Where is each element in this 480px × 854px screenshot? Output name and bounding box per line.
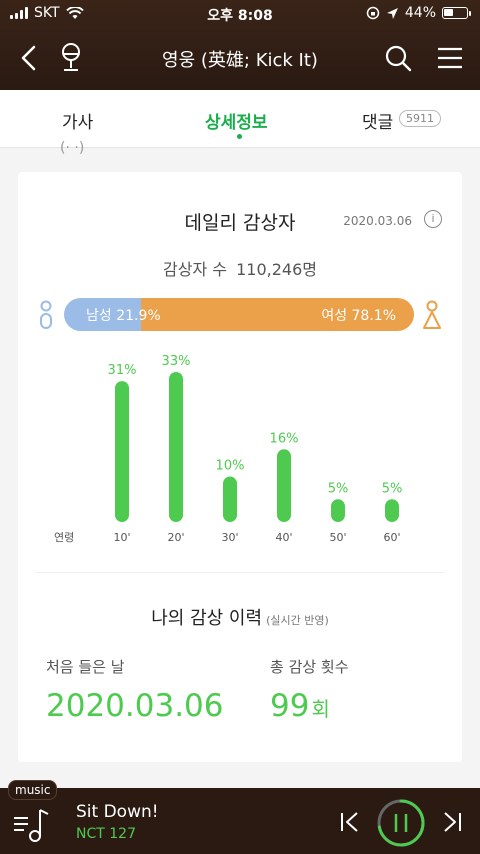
wifi-icon: [65, 6, 84, 19]
first-listen-date: 2020.03.06: [46, 688, 224, 724]
search-icon[interactable]: [384, 44, 412, 72]
signal-icon: [10, 7, 28, 19]
age-bar: [169, 372, 183, 522]
listener-count-label: 감상자 수: [163, 260, 227, 279]
gender-ratio-bar: [64, 298, 414, 331]
listener-count: 감상자 수 110,246명: [18, 256, 462, 280]
age-tick-label: 40': [275, 531, 292, 544]
age-chart-svg: 연령 31% 10' 33% 20' 10% 30' 16% 40' 5% 50' 5% 60': [54, 354, 403, 544]
male-share-segment: [64, 298, 141, 331]
daily-listeners-card: 데일리 감상자 2020.03.06 i 감상자 수 110,246명 남성 2…: [18, 172, 462, 762]
rotation-lock-icon: [366, 6, 380, 20]
battery-icon: [442, 7, 471, 19]
age-tick-label: 10': [113, 531, 130, 544]
app-header: SKT 오후 8:08 44%: [0, 0, 480, 90]
tab-lyrics[interactable]: 가사: [62, 113, 94, 133]
divider: [36, 572, 444, 573]
card-date: 2020.03.06: [343, 214, 412, 228]
total-plays-unit: 회: [311, 697, 330, 721]
menu-icon[interactable]: [436, 46, 464, 70]
nav-bar: 영웅 (英雄; Kick It): [0, 36, 480, 80]
age-bar: [115, 381, 129, 522]
status-left: SKT: [10, 5, 84, 21]
total-plays-value: 99 회: [270, 688, 330, 724]
info-icon[interactable]: i: [424, 210, 442, 228]
battery-level: [444, 9, 454, 16]
mini-player: music Sit Down! NCT 127: [0, 780, 480, 854]
age-tick-label: 50': [329, 531, 346, 544]
age-bar: [223, 476, 237, 522]
battery-percent: 44%: [404, 5, 436, 21]
age-tick-label: 30': [221, 531, 238, 544]
status-right: 44%: [366, 5, 471, 21]
male-share-label: 남성 21.9%: [86, 308, 161, 324]
age-bar-value-label: 5%: [328, 481, 349, 496]
age-tick-label: 60': [383, 531, 400, 544]
total-plays-label: 총 감상 횟수: [270, 658, 349, 676]
pause-button[interactable]: [376, 798, 426, 848]
my-history-title: 나의 감상 이력 (실시간 반영): [18, 604, 462, 630]
playlist-icon[interactable]: [12, 804, 50, 844]
age-bar-value-label: 31%: [108, 363, 137, 378]
age-bar-value-label: 10%: [216, 459, 245, 474]
age-bar-value-label: 5%: [382, 481, 403, 496]
male-icon: [40, 300, 52, 329]
my-history-subtitle: (실시간 반영): [266, 614, 329, 627]
age-tick-label: 20': [167, 531, 184, 544]
total-plays-number: 99: [270, 688, 310, 724]
microphone-icon[interactable]: [58, 42, 84, 74]
card-title: 데일리 감상자: [184, 212, 296, 234]
tab-comments[interactable]: 댓글: [362, 113, 394, 133]
music-tag: music: [8, 780, 58, 800]
age-bar: [277, 449, 291, 522]
age-bar-value-label: 16%: [270, 431, 299, 446]
now-playing-artist[interactable]: NCT 127: [76, 826, 136, 842]
age-bar: [385, 499, 399, 522]
tab-detail[interactable]: 상세정보: [205, 113, 268, 133]
active-tab-indicator: [237, 134, 242, 139]
playback-progress-ring: [377, 799, 425, 847]
status-time: 오후 8:08: [207, 8, 273, 24]
back-icon[interactable]: [16, 44, 42, 72]
status-bar: SKT 오후 8:08 44%: [0, 0, 480, 28]
my-history-title-text: 나의 감상 이력: [151, 608, 263, 629]
age-bar-value-label: 33%: [162, 354, 191, 369]
previous-track-icon[interactable]: [338, 810, 362, 834]
song-title-header: 영웅 (英雄; Kick It): [162, 50, 318, 71]
listener-count-value: 110,246명: [236, 260, 317, 279]
age-chart: 연령 31% 10' 33% 20' 10% 30' 16% 40' 5% 50' 5% 60': [18, 352, 462, 552]
female-share-label: 여성 78.1%: [321, 308, 396, 324]
female-share-segment: [140, 298, 414, 331]
comment-count-badge: 5911: [399, 110, 441, 127]
first-listen-label: 처음 들은 날: [46, 658, 125, 676]
age-bar: [331, 499, 345, 522]
tab-bar: 가사 상세정보 댓글 5911: [0, 90, 480, 148]
carrier: SKT: [34, 5, 60, 21]
location-icon: [386, 7, 398, 19]
female-icon: [423, 300, 441, 329]
partial-text: (· ·): [60, 140, 85, 156]
age-axis-label: 연령: [54, 531, 74, 544]
now-playing-title[interactable]: Sit Down!: [76, 802, 159, 822]
next-track-icon[interactable]: [440, 810, 464, 834]
